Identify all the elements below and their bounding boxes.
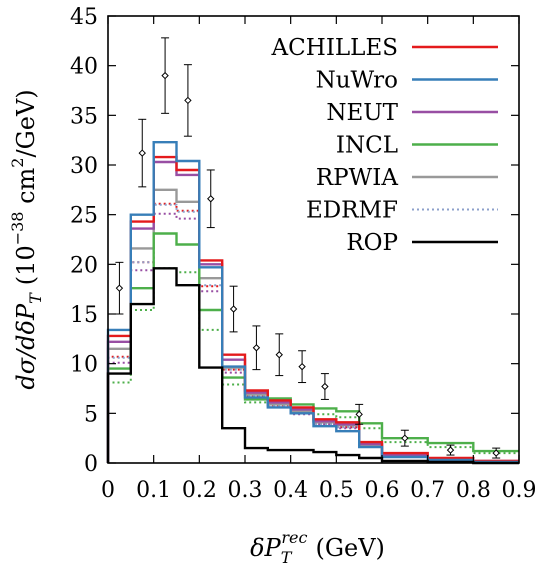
- x-tick-label: 0.8: [456, 478, 491, 503]
- x-axis-label-unit: (GeV): [315, 534, 384, 562]
- plot-frame: [107, 15, 520, 464]
- y-axis-label-sub: T: [26, 292, 45, 304]
- data-point-marker: [446, 446, 455, 454]
- y-axis-label-unit-pre: (10: [12, 245, 40, 285]
- y-axis-label-main: dσ/dδP: [12, 303, 40, 390]
- y-tick-label: 30: [70, 154, 98, 179]
- data-point: [400, 429, 409, 447]
- data-point: [355, 403, 364, 425]
- x-axis-label: δPTrec (GeV): [250, 528, 385, 567]
- legend-label-incl: INCL: [336, 133, 398, 159]
- data-point: [252, 325, 261, 371]
- legend-label-achilles: ACHILLES: [271, 35, 398, 61]
- legend-label-rop: ROP: [346, 230, 398, 256]
- data-point-marker: [115, 284, 124, 292]
- y-tick-label: 45: [70, 5, 98, 30]
- y-tick-label: 40: [70, 55, 98, 80]
- x-axis-label-sup: rec: [281, 528, 307, 547]
- data-point-marker: [275, 351, 283, 359]
- x-tick-label: 0.7: [410, 478, 445, 503]
- x-tick-label: 0.4: [273, 478, 308, 503]
- y-axis-label-exp2: 2: [8, 158, 27, 168]
- y-tick-label: 0: [84, 452, 98, 477]
- x-tick-label: 0.3: [228, 478, 263, 503]
- data-point: [183, 64, 192, 137]
- x-axis-label-main: δP: [250, 534, 281, 562]
- data-points-layer: [115, 37, 501, 459]
- data-point-marker: [355, 410, 363, 419]
- y-axis-label-unit-post: /GeV): [12, 89, 40, 157]
- data-point-marker: [138, 149, 146, 157]
- x-tick-label: 0.5: [319, 478, 354, 503]
- data-point: [492, 447, 501, 459]
- y-axis-label-exp: −38: [8, 212, 27, 246]
- data-point-marker: [492, 449, 500, 457]
- x-tick-label: 0.1: [136, 478, 171, 503]
- data-point: [229, 285, 238, 333]
- x-tick-label: 0.9: [502, 478, 537, 503]
- y-tick-label: 20: [70, 253, 98, 278]
- data-point: [298, 350, 307, 384]
- data-point-marker: [401, 434, 409, 442]
- data-point-marker: [207, 195, 215, 203]
- data-point: [115, 261, 124, 315]
- data-point: [446, 444, 455, 456]
- x-tick-label: 0.2: [182, 478, 217, 503]
- y-axis-label-unit-mid: cm: [12, 167, 40, 211]
- legend-label-edrmf: EDRMF: [306, 198, 398, 224]
- legend-background: [226, 24, 508, 260]
- y-tick-label: 15: [70, 303, 98, 328]
- data-point-marker: [229, 305, 238, 313]
- legend-label-neut: NEUT: [326, 100, 398, 126]
- y-axis-label: dσ/dδPT (10−38 cm2/GeV): [8, 89, 45, 389]
- data-point: [161, 37, 170, 114]
- data-point: [320, 373, 329, 400]
- data-point-marker: [298, 362, 306, 371]
- data-point-marker: [252, 344, 261, 352]
- data-point: [275, 333, 284, 377]
- legend-label-nuwro: NuWro: [316, 68, 398, 94]
- y-tick-label: 25: [70, 204, 98, 229]
- y-tick-label: 35: [70, 104, 98, 129]
- y-tick-label: 10: [70, 353, 98, 378]
- data-point: [206, 169, 215, 229]
- y-tick-label: 5: [84, 402, 98, 427]
- legend-label-rpwia: RPWIA: [316, 165, 399, 191]
- data-point-marker: [161, 71, 169, 80]
- data-point-marker: [184, 96, 192, 105]
- data-point: [138, 118, 147, 188]
- axis-ticks: 0 0.1 0.2 0.3 0.4 0.5 0.6 0.7 0.8 0.9 0 5 10 15 20 25 30…: [70, 5, 537, 503]
- x-tick-label: 0: [101, 478, 115, 503]
- legend: ACHILLES NuWro NEUT INCL RPWIA EDRMF ROP: [226, 24, 508, 260]
- x-tick-label: 0.6: [365, 478, 400, 503]
- series-line-rop: [106, 267, 519, 465]
- x-axis-label-sub: T: [281, 548, 293, 567]
- data-point-marker: [321, 382, 329, 391]
